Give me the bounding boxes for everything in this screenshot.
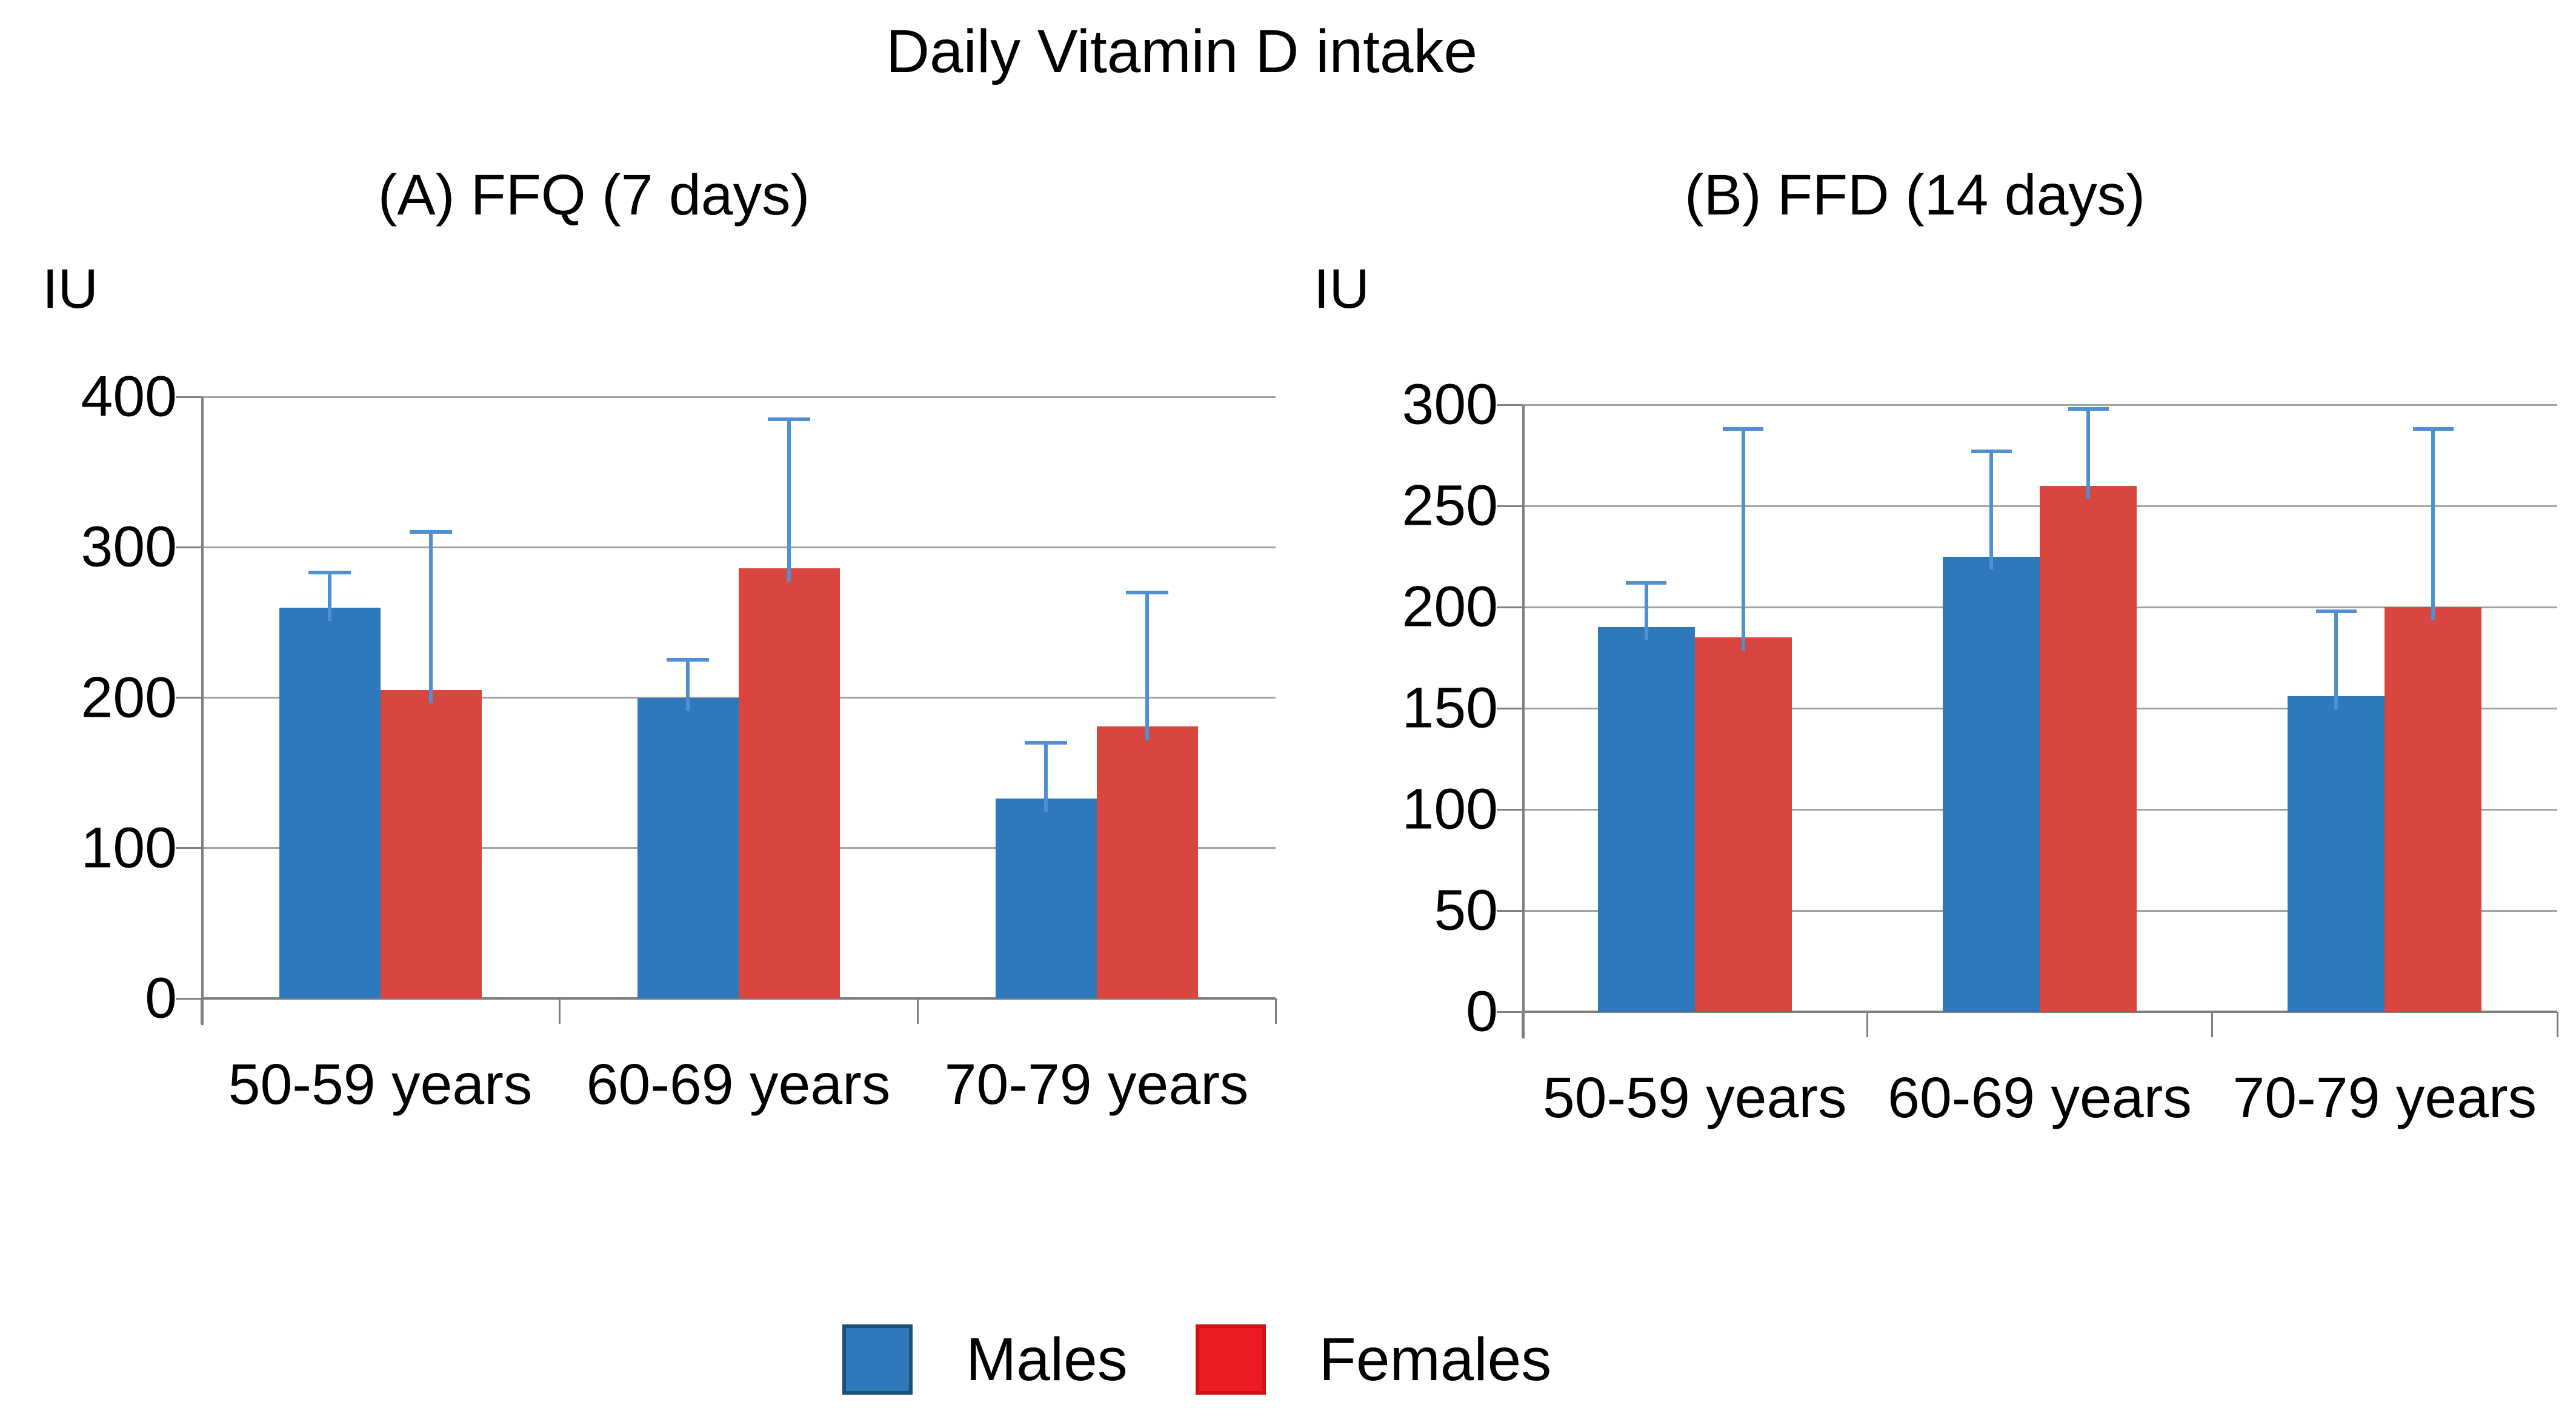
error-bar-cap	[768, 417, 810, 422]
error-bar-line	[686, 660, 690, 711]
y-tick-label: 0	[1466, 979, 1498, 1044]
y-tick-label: 200	[1402, 574, 1498, 639]
legend-item-males: Males	[842, 1324, 1128, 1395]
y-tick	[1497, 606, 1522, 608]
y-tick	[1497, 909, 1522, 912]
error-bar-cap	[1025, 740, 1067, 745]
females-bar	[380, 690, 482, 998]
females-bar	[2040, 485, 2137, 1012]
y-axis-line	[1522, 405, 1525, 1038]
males-bar	[1597, 627, 1695, 1012]
x-category-label: 50-59 years	[228, 1052, 533, 1117]
y-tick	[1497, 505, 1522, 507]
males-bar	[1943, 556, 2040, 1012]
y-tick-label: 100	[1402, 777, 1498, 842]
x-axis-line	[1522, 1011, 2557, 1013]
error-bar-cap	[1626, 580, 1667, 585]
error-bar-line	[1145, 592, 1149, 740]
x-tick	[916, 998, 919, 1024]
gridline	[201, 546, 1276, 548]
figure-title: Daily Vitamin D intake	[885, 18, 1478, 85]
error-bar-cap	[1971, 449, 2012, 453]
error-bar-cap	[410, 530, 452, 534]
error-bar-cap	[667, 658, 709, 662]
y-tick	[1497, 707, 1522, 709]
y-tick-label: 0	[145, 966, 177, 1031]
gridline	[201, 396, 1276, 398]
y-tick-label: 300	[81, 514, 177, 579]
y-axis-line	[201, 397, 204, 1025]
females-bar	[738, 568, 840, 998]
y-tick-label: 250	[1402, 473, 1498, 538]
x-category-label: 60-69 years	[586, 1052, 891, 1117]
y-tick	[1497, 808, 1522, 811]
y-axis-unit-label: IU	[42, 258, 98, 320]
y-tick	[1497, 403, 1522, 406]
females-bar	[2385, 607, 2482, 1012]
x-category-label: 70-79 years	[2232, 1066, 2537, 1130]
error-bar-line	[429, 532, 433, 704]
y-tick	[176, 396, 201, 398]
y-tick	[176, 847, 201, 849]
legend-swatch-females	[1195, 1324, 1266, 1395]
panel-title-B: (B) FFD (14 days)	[1684, 163, 2146, 227]
error-bar-cap	[2068, 407, 2109, 411]
x-axis-line	[201, 997, 1276, 1000]
error-bar-cap	[1126, 590, 1168, 594]
y-tick	[176, 997, 201, 1000]
gridline	[1522, 403, 2557, 406]
error-bar-line	[2334, 611, 2338, 709]
error-bar-line	[1989, 451, 1993, 570]
females-bar	[1096, 726, 1198, 998]
x-tick	[2211, 1012, 2214, 1037]
y-tick	[176, 697, 201, 699]
y-tick	[1497, 1011, 1522, 1013]
error-bar-line	[1644, 582, 1648, 641]
y-axis-unit-label: IU	[1314, 258, 1370, 320]
x-category-label: 60-69 years	[1888, 1066, 2192, 1130]
females-bar	[1694, 637, 1792, 1012]
x-category-label: 70-79 years	[944, 1052, 1249, 1117]
x-tick	[1866, 1012, 1868, 1037]
males-bar	[2288, 696, 2385, 1012]
error-bar-cap	[308, 571, 351, 575]
males-bar	[995, 798, 1097, 998]
error-bar-line	[1741, 429, 1745, 651]
x-tick	[558, 998, 561, 1024]
legend-label-males: Males	[966, 1325, 1128, 1393]
males-bar	[279, 607, 381, 998]
error-bar-cap	[2315, 609, 2357, 613]
y-tick-label: 400	[81, 364, 177, 429]
x-category-label: 50-59 years	[1542, 1066, 1847, 1130]
x-tick	[2556, 1012, 2558, 1037]
legend-item-females: Females	[1195, 1324, 1552, 1395]
legend-label-females: Females	[1319, 1325, 1552, 1393]
y-tick-label: 300	[1402, 372, 1498, 437]
error-bar-line	[328, 573, 331, 621]
error-bar-line	[2086, 408, 2090, 499]
x-tick	[1274, 998, 1277, 1024]
error-bar-cap	[2412, 427, 2454, 431]
error-bar-line	[787, 419, 791, 582]
y-tick-label: 200	[81, 665, 177, 729]
panel-title-A: (A) FFQ (7 days)	[378, 163, 810, 227]
legend: Males Females	[842, 1324, 1551, 1395]
x-tick	[1521, 1012, 1523, 1037]
legend-swatch-males	[842, 1324, 913, 1395]
y-tick	[176, 546, 201, 548]
error-bar-cap	[1723, 427, 1764, 431]
x-tick	[200, 998, 202, 1024]
y-tick-label: 100	[81, 815, 177, 880]
error-bar-line	[1044, 742, 1048, 812]
y-tick-label: 50	[1434, 878, 1498, 943]
y-tick-label: 150	[1402, 676, 1498, 740]
error-bar-line	[2431, 429, 2435, 620]
males-bar	[637, 697, 739, 998]
